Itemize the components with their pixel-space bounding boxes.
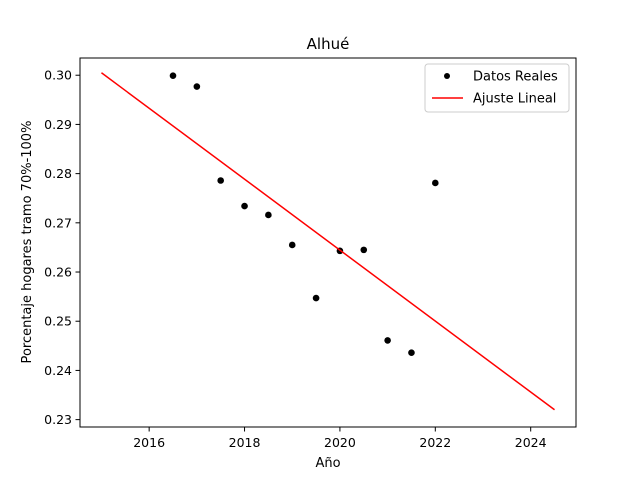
data-point [288,241,296,249]
y-tick-label: 0.27 [44,215,72,230]
y-tick-label: 0.29 [44,117,72,132]
x-axis-label: Año [315,456,340,471]
series-line-ajuste-lineal [101,72,555,411]
x-tick-label: 2024 [515,435,547,450]
data-point [432,179,439,187]
data-point [193,83,201,90]
legend-marker-datos-reales [444,73,450,79]
legend-label-ajuste-lineal: Ajuste Lineal [473,92,556,107]
chart-title: Alhué [307,35,350,53]
y-tick-label: 0.23 [44,412,72,427]
y-axis-label: Porcentaje hogares tramo 70%-100% [20,121,35,364]
y-tick-label: 0.30 [44,68,72,83]
y-tick-label: 0.26 [44,265,72,280]
data-point [217,177,224,184]
data-point [169,72,177,80]
y-axis-ticks: 0.23 0.24 0.25 0.26 0.27 0.28 0.29 0.30 [44,68,80,427]
legend-label-datos-reales: Datos Reales [473,70,558,85]
y-tick-label: 0.24 [44,363,72,378]
y-tick-label: 0.28 [44,166,72,181]
x-tick-label: 2018 [229,435,261,450]
y-tick-label: 0.25 [44,314,72,329]
legend-box [424,63,570,113]
data-point [360,246,368,254]
plot-area [101,72,555,411]
x-tick-label: 2022 [419,435,451,450]
data-point [384,337,391,344]
x-tick-label: 2016 [133,435,165,450]
data-point [265,211,272,219]
x-tick-label: 2020 [324,435,356,450]
plot-frame [79,57,577,428]
legend: Datos Reales Ajuste Lineal [424,63,570,113]
data-point [408,349,415,357]
data-point [241,202,248,210]
data-point [312,294,320,302]
x-axis-ticks: 2016 2018 2020 2022 2024 [133,427,547,450]
